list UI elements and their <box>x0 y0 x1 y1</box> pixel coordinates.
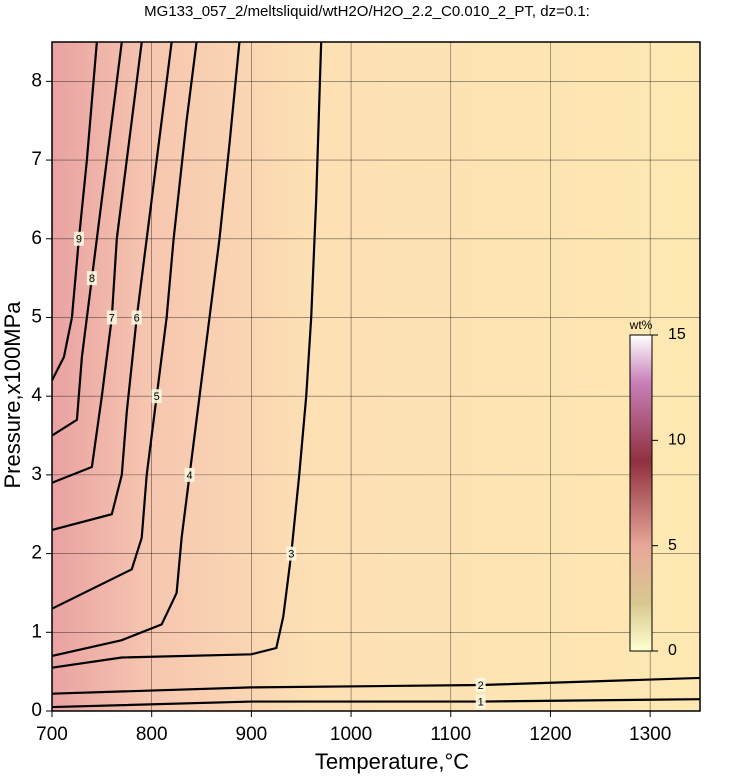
contour-label: 8 <box>89 273 95 285</box>
contour-label: 4 <box>187 470 193 482</box>
x-tick-label: 1300 <box>629 724 671 745</box>
contour-label: 1 <box>478 696 484 708</box>
contour-label-box <box>151 389 162 404</box>
y-tick-label: 7 <box>31 149 42 170</box>
contour-line <box>51 698 701 709</box>
x-tick-label: 1100 <box>430 724 471 745</box>
x-tick-label: 700 <box>36 724 68 745</box>
plot-background <box>52 42 700 711</box>
y-tick-label: 5 <box>31 306 42 327</box>
contour-label-box <box>86 271 97 286</box>
contour-label-box <box>73 231 84 246</box>
contour-label: 6 <box>134 312 140 324</box>
chart-title: MG133_057_2/meltsliquid/wtH2O/H2O_2.2_C0… <box>144 3 590 20</box>
contour-label: 3 <box>288 548 294 560</box>
y-tick-label: 3 <box>31 464 42 485</box>
x-tick-label: 900 <box>236 724 268 745</box>
y-tick-label: 0 <box>31 700 42 721</box>
colorbar-label: wt% <box>629 318 653 332</box>
y-tick-label: 8 <box>31 70 42 91</box>
colorbar-tick-label: 10 <box>668 432 686 449</box>
x-tick-label: 800 <box>136 724 168 745</box>
contour-line <box>51 41 173 532</box>
y-axis-label: Pressure,x100MPa <box>0 301 25 489</box>
contour-label: 2 <box>478 680 484 692</box>
colorbar-tick-label: 0 <box>668 642 677 659</box>
y-tick-label: 6 <box>31 228 42 249</box>
contour-label: 5 <box>154 391 160 403</box>
contour-label-box <box>475 694 486 709</box>
x-tick-label: 1000 <box>330 724 372 745</box>
contour-label-box <box>106 310 117 325</box>
y-tick-label: 4 <box>31 385 42 406</box>
contour-label: 9 <box>76 234 82 246</box>
colorbar-tick-label: 5 <box>668 537 677 554</box>
contour-label-box <box>475 678 486 693</box>
contour-label-box <box>184 467 195 482</box>
contour-label: 7 <box>109 312 115 324</box>
contour-line <box>51 676 701 695</box>
contour-label-box <box>131 310 142 325</box>
colorbar <box>629 334 653 652</box>
x-tick-label: 1200 <box>529 724 571 745</box>
y-tick-label: 2 <box>31 543 42 564</box>
colorbar-tick-label: 15 <box>668 326 686 343</box>
contour-label-box <box>286 546 297 561</box>
contour-line <box>51 41 98 381</box>
x-axis-label: Temperature,°C <box>315 749 469 774</box>
plot-frame <box>51 41 701 712</box>
y-tick-label: 1 <box>31 621 42 642</box>
